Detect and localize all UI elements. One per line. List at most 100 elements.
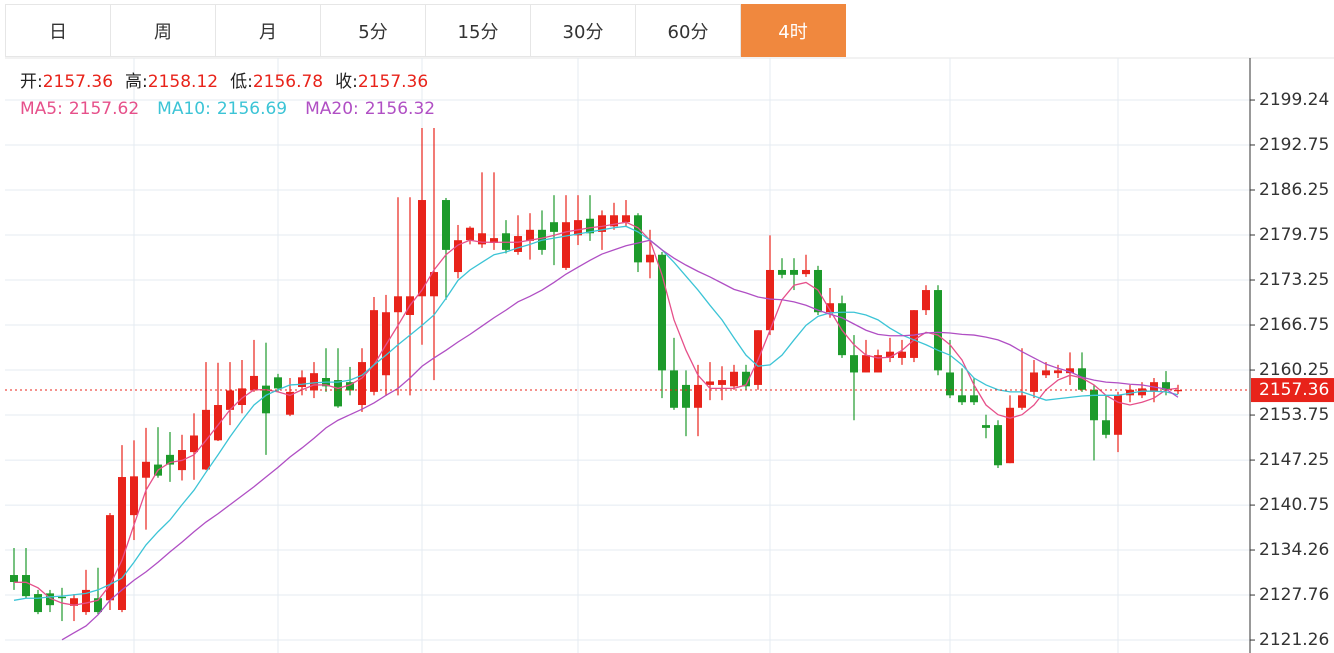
- candle-body: [550, 222, 558, 232]
- ma-line: [61, 239, 1179, 641]
- candle-body: [142, 461, 150, 478]
- candle-body: [598, 215, 606, 232]
- ohlc-value: 2157.36: [43, 72, 113, 92]
- ohlc-value: 2156.78: [253, 72, 323, 92]
- y-tick-label: 2147.25: [1259, 450, 1329, 470]
- candle-body: [718, 380, 726, 385]
- candle-body: [982, 425, 990, 428]
- moving-averages: [13, 221, 1179, 641]
- y-tick-label: 2192.75: [1259, 135, 1329, 155]
- candle-body: [1006, 407, 1014, 464]
- candle-body: [298, 377, 306, 388]
- y-tick-label: 2140.75: [1259, 495, 1329, 515]
- y-tick-label: 2160.25: [1259, 360, 1329, 380]
- period-tab[interactable]: 30分: [531, 4, 636, 57]
- candle-body: [742, 371, 750, 387]
- candle-body: [1054, 370, 1062, 374]
- candle-body: [754, 330, 762, 385]
- candle-body: [226, 390, 234, 410]
- candle-body: [430, 272, 438, 297]
- candle-body: [526, 229, 534, 241]
- candle-body: [1102, 420, 1110, 435]
- ma-value: 2156.69: [217, 99, 287, 119]
- last-price: 2157.36: [5, 378, 1334, 403]
- candle-body: [262, 385, 270, 414]
- candle-body: [874, 355, 882, 373]
- candle-body: [442, 200, 450, 250]
- candle-body: [310, 373, 318, 391]
- candle-body: [706, 381, 714, 385]
- candle-body: [994, 425, 1002, 466]
- candle-body: [46, 593, 54, 606]
- candle-body: [130, 476, 138, 516]
- candle-body: [682, 384, 690, 408]
- candle-body: [730, 371, 738, 387]
- candle-body: [70, 598, 78, 606]
- candle-body: [1090, 389, 1098, 421]
- y-tick-label: 2199.24: [1259, 90, 1329, 110]
- candle-body: [1138, 388, 1146, 396]
- candle-body: [10, 575, 18, 583]
- candle-body: [1078, 368, 1086, 390]
- period-tabs: 日周月 5分 15分 30分 60分 4时: [5, 4, 846, 57]
- candle-body: [646, 254, 654, 263]
- candle-body: [1114, 395, 1122, 435]
- time-grid: [133, 58, 1119, 653]
- candle-body: [946, 372, 954, 396]
- candle-body: [454, 240, 462, 273]
- candle-body: [514, 236, 522, 252]
- period-tab[interactable]: 5分: [321, 4, 426, 57]
- ohlc-value: 2158.12: [148, 72, 218, 92]
- period-tab[interactable]: 60分: [636, 4, 741, 57]
- candle-body: [586, 218, 594, 234]
- y-tick-label: 2179.75: [1259, 225, 1329, 245]
- period-tab[interactable]: 日: [5, 4, 111, 57]
- period-tab[interactable]: 4时: [741, 4, 846, 57]
- candle-body: [694, 384, 702, 408]
- candle-body: [862, 355, 870, 373]
- y-tick-label: 2134.26: [1259, 540, 1329, 560]
- ma-label: MA20:: [305, 99, 359, 119]
- candle-body: [1042, 370, 1050, 376]
- candle-body: [34, 594, 42, 613]
- y-tick-label: 2121.26: [1259, 630, 1329, 650]
- candle-body: [1126, 389, 1134, 396]
- candle-body: [82, 589, 90, 613]
- candles: [10, 128, 1182, 622]
- candle-body: [934, 290, 942, 371]
- ohlc-value: 2157.36: [358, 72, 428, 92]
- candle-body: [346, 382, 354, 391]
- candle-body: [670, 370, 678, 408]
- ma-label: MA5:: [20, 99, 63, 119]
- candle-body: [286, 391, 294, 415]
- candle-body: [826, 303, 834, 313]
- period-tab[interactable]: 月: [216, 4, 321, 57]
- candle-body: [562, 222, 570, 268]
- candle-body: [238, 388, 246, 406]
- y-tick-label: 2127.76: [1259, 585, 1329, 605]
- candle-body: [634, 215, 642, 263]
- period-tab[interactable]: 周: [111, 4, 216, 57]
- candle-body: [1162, 382, 1170, 390]
- ma-line: [13, 225, 1179, 601]
- candle-body: [1174, 390, 1182, 392]
- y-ticks: 2121.26 2127.76 2134.26 2140.75 2147.25 2153.…: [1250, 90, 1329, 650]
- candle-body: [610, 215, 618, 227]
- candle-body: [334, 380, 342, 407]
- candle-body: [922, 290, 930, 311]
- candle-body: [958, 395, 966, 403]
- ma-value: 2157.62: [69, 99, 139, 119]
- candle-body: [658, 254, 666, 371]
- candle-body: [910, 310, 918, 358]
- y-tick-label: 2166.75: [1259, 315, 1329, 335]
- candle-body: [802, 269, 810, 275]
- candle-body: [850, 355, 858, 373]
- candle-body: [166, 454, 174, 465]
- candle-body: [274, 377, 282, 389]
- last-price-label: 2157.36: [1259, 380, 1329, 400]
- period-tab[interactable]: 15分: [426, 4, 531, 57]
- candle-body: [94, 598, 102, 613]
- candle-body: [466, 227, 474, 241]
